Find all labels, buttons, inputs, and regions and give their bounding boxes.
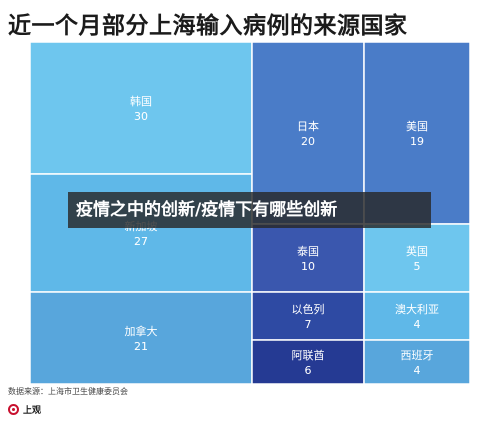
treemap-tile-value: 27 xyxy=(134,235,148,248)
treemap-tile-value: 19 xyxy=(410,135,424,148)
treemap-tile-value: 4 xyxy=(414,318,421,331)
treemap-tile-label: 西班牙 xyxy=(401,349,434,362)
treemap-tile-value: 20 xyxy=(301,135,315,148)
treemap-tile-rect xyxy=(251,339,365,384)
treemap-tile: 泰国 10 xyxy=(251,223,365,293)
treemap-tile-value: 10 xyxy=(301,260,315,273)
treemap-tile-label: 以色列 xyxy=(292,302,325,316)
treemap-tile-value: 5 xyxy=(414,260,421,273)
treemap-tile-label: 阿联酋 xyxy=(292,348,325,362)
treemap-tile-rect xyxy=(363,223,470,293)
treemap-tile-label: 泰国 xyxy=(297,244,319,258)
overlay-banner[interactable]: 疫情之中的创新/疫情下有哪些创新 xyxy=(68,192,431,228)
treemap-tile-label: 美国 xyxy=(406,120,428,133)
treemap-tile-rect xyxy=(30,291,253,384)
logo-text: 上观 xyxy=(23,405,42,416)
treemap-tile: 英国 5 xyxy=(363,223,470,293)
treemap-tile-value: 30 xyxy=(134,110,148,123)
treemap-tile-value: 6 xyxy=(305,364,312,377)
treemap-tile-rect xyxy=(30,42,253,175)
treemap-tile-label: 英国 xyxy=(406,244,428,258)
treemap-tile-value: 7 xyxy=(305,318,312,331)
logo-icon xyxy=(8,403,19,415)
treemap-tile: 阿联酋 6 xyxy=(251,339,365,384)
treemap-tile-label: 澳大利亚 xyxy=(395,302,439,316)
brand-logo[interactable]: 上观 xyxy=(8,402,41,416)
treemap-tile: 加拿大 21 xyxy=(30,291,253,384)
treemap-tile: 以色列 7 xyxy=(251,291,365,341)
source-note: 数据来源：上海市卫生健康委员会 xyxy=(8,387,128,396)
treemap-tile-label: 日本 xyxy=(297,119,319,133)
treemap-tile: 西班牙 4 xyxy=(363,339,470,384)
treemap-tile-value: 4 xyxy=(414,364,421,377)
treemap-tile-label: 韩国 xyxy=(130,94,152,108)
treemap-tile: 韩国 30 xyxy=(30,42,253,175)
treemap-tile-label: 加拿大 xyxy=(125,324,158,338)
treemap-tile-rect xyxy=(363,291,470,341)
treemap-tile-rect xyxy=(363,339,470,384)
treemap-tile-rect xyxy=(251,223,365,293)
treemap-tile-value: 21 xyxy=(134,340,148,353)
treemap-tile: 澳大利亚 4 xyxy=(363,291,470,341)
chart-title: 近一个月部分上海输入病例的来源国家 xyxy=(8,13,408,39)
treemap-tile-rect xyxy=(251,291,365,341)
